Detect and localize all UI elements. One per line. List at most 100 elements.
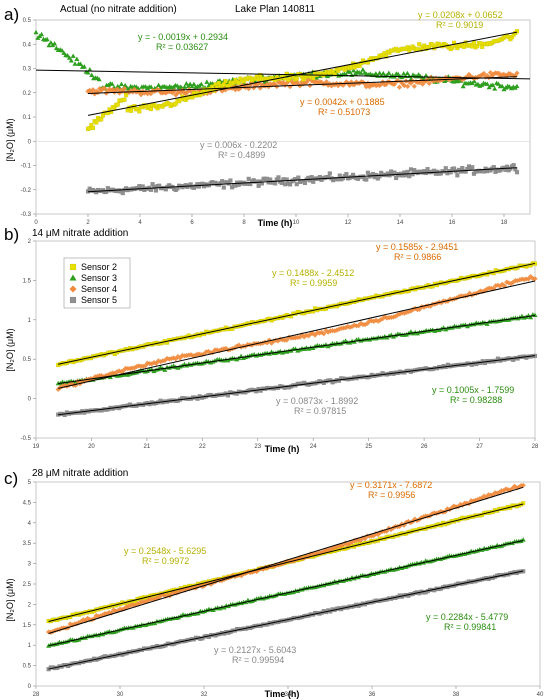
data-point — [33, 29, 39, 35]
x-tick-label: 23 — [254, 444, 261, 450]
data-point — [514, 83, 520, 89]
r2-label: R² = 0.9972 — [142, 556, 189, 566]
data-point — [206, 83, 212, 88]
data-point — [120, 367, 127, 374]
data-point — [358, 70, 364, 75]
y-tick-label: -0.5 — [21, 436, 32, 442]
x-axis-title: Time (h) — [265, 444, 300, 454]
equation-label: y = 0.0042x + 0.1885 — [300, 97, 385, 107]
trendline-sensor-5 — [87, 167, 518, 193]
equation-label: y = 0.2127x - 5.6043 — [214, 645, 296, 655]
data-point — [273, 337, 279, 343]
y-axis-title: [N₂O] (μM) — [5, 578, 15, 621]
data-point — [297, 554, 303, 561]
trendline-sensor-4 — [87, 76, 518, 95]
x-tick-label: 10 — [293, 220, 300, 226]
x-tick-label: 40 — [537, 692, 544, 698]
data-point — [107, 371, 114, 377]
data-point — [91, 615, 97, 622]
data-point — [468, 498, 474, 504]
data-point — [509, 485, 515, 492]
chart-panel-a: 0 2 4 6 8 10 12 14 16 18 -0.3 -0.2 -0.1 0 0.1 0.2 0.3 0.4… — [4, 4, 531, 228]
r2-label: R² = 0.9019 — [436, 20, 483, 30]
data-point — [418, 515, 424, 521]
y-tick-label: 0.3 — [23, 67, 32, 73]
data-point — [237, 85, 243, 91]
data-point — [338, 543, 344, 549]
legend-marker — [69, 285, 77, 293]
data-point — [267, 81, 273, 87]
legend-marker — [69, 263, 77, 271]
data-point — [340, 542, 346, 548]
data-point — [332, 72, 337, 77]
x-tick-label: 12 — [345, 220, 352, 226]
data-point — [405, 518, 411, 525]
data-point — [221, 346, 227, 352]
data-point — [162, 357, 168, 364]
data-point — [133, 363, 140, 370]
trendline-sensor-2 — [58, 262, 536, 365]
data-point — [81, 378, 87, 384]
data-point — [503, 486, 509, 492]
y-tick-label: 4 — [28, 521, 32, 527]
data-point — [294, 182, 299, 187]
panel-subtitle: Lake Plan 140811 — [235, 4, 315, 15]
data-point — [514, 278, 521, 284]
data-point — [316, 330, 323, 336]
data-point — [80, 617, 86, 623]
data-point — [289, 79, 295, 85]
data-point — [501, 71, 507, 77]
y-tick-label: 0.2 — [23, 91, 32, 97]
data-point — [121, 85, 128, 92]
data-point — [296, 175, 301, 180]
panel-label: c) — [4, 469, 18, 488]
data-point — [414, 517, 420, 524]
data-point — [495, 282, 501, 288]
chart-panel-b: 19 20 21 22 23 24 25 26 27 28 -0.5 0 0.5 1 1.5 2 Time (h… — [4, 225, 539, 454]
data-point — [271, 338, 277, 344]
y-tick-label: -0.1 — [21, 164, 32, 170]
data-point — [400, 81, 406, 87]
data-point — [364, 320, 370, 326]
data-point — [380, 70, 386, 76]
data-point — [383, 54, 389, 59]
data-point — [348, 79, 354, 85]
data-point — [66, 55, 72, 60]
data-point — [436, 327, 442, 333]
data-point — [481, 70, 487, 77]
x-tick-label: 18 — [501, 220, 508, 226]
chart-panel-c: 28 30 32 34 36 38 40 0 0.5 1 1.5 2 2.5 3 3.5 4 4.5 5 Time … — [4, 468, 544, 699]
data-point — [345, 541, 351, 548]
data-point — [457, 501, 463, 508]
data-point — [299, 332, 305, 338]
data-point — [482, 287, 488, 294]
data-point — [410, 306, 416, 313]
data-point — [347, 69, 353, 74]
data-point — [416, 79, 422, 86]
data-point — [284, 337, 290, 343]
data-point — [342, 540, 349, 546]
x-tick-label: 2 — [86, 220, 90, 226]
data-point — [514, 70, 520, 76]
data-point — [521, 501, 526, 506]
data-point — [327, 546, 333, 553]
data-point — [306, 346, 312, 351]
data-point — [72, 61, 78, 66]
data-point — [405, 83, 411, 89]
data-point — [282, 559, 288, 565]
data-point — [295, 556, 301, 562]
data-point — [323, 327, 329, 334]
data-point — [256, 80, 262, 86]
x-tick-label: 34 — [285, 692, 292, 698]
data-point — [168, 356, 174, 362]
data-point — [432, 301, 438, 307]
data-point — [334, 544, 340, 550]
r2-label: R² = 0.99841 — [444, 622, 496, 632]
x-tick-label: 20 — [88, 444, 95, 450]
equation-label: y = 0.1585x - 2.9451 — [376, 242, 458, 252]
data-point — [173, 356, 179, 362]
data-point — [325, 82, 331, 88]
data-point — [454, 295, 460, 301]
legend-label: Sensor 4 — [81, 284, 117, 294]
